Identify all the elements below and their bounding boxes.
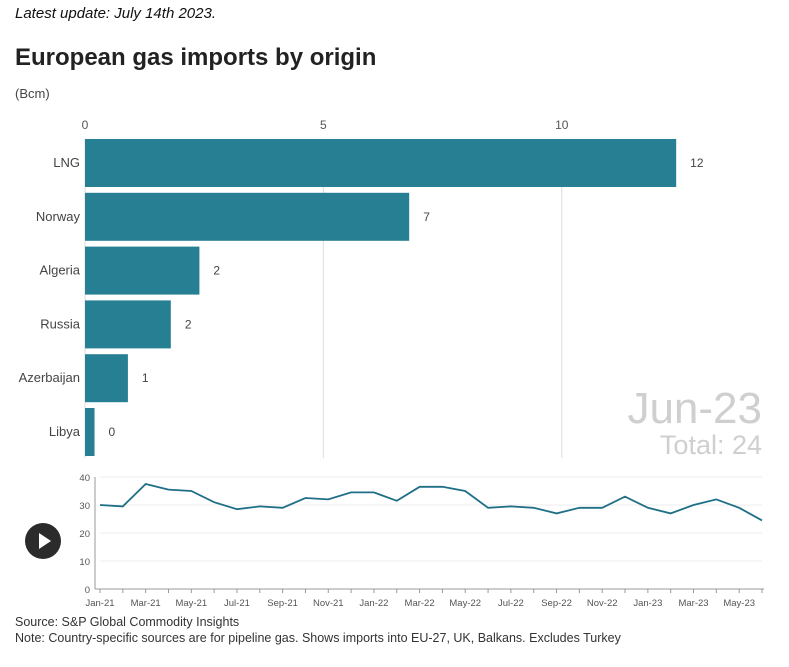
bar-libya[interactable]	[85, 408, 95, 456]
bar-x-tick-label: 5	[320, 118, 327, 132]
timeline-x-tick-label: May-22	[449, 598, 481, 609]
footnote: Note: Country-specific sources are for p…	[15, 631, 621, 645]
bar-category-label: Norway	[36, 209, 81, 224]
bar-x-ticks: 0 5 10	[82, 118, 569, 132]
bar-gridlines	[84, 139, 563, 458]
bar-value-label: 0	[109, 425, 116, 439]
source-note: Source: S&P Global Commodity Insights	[15, 615, 240, 629]
bar-norway[interactable]	[85, 192, 410, 241]
timeline-x-tick-label: Mar-21	[131, 598, 161, 609]
unit-label: (Bcm)	[15, 86, 50, 101]
bar-value-label: 2	[213, 264, 220, 278]
timeline-x-tick-label: Nov-21	[313, 598, 344, 609]
chart-title: European gas imports by origin	[15, 44, 377, 71]
timeline-x-tick-label: Jan-22	[359, 598, 388, 609]
timeline-y-tick-label: 20	[79, 529, 90, 540]
bar-algeria[interactable]	[85, 246, 200, 295]
timeline-x-tick-label: Sep-22	[541, 598, 572, 609]
timeline-y-tick-label: 30	[79, 501, 90, 512]
bar-series: LNG 12 Norway 7 Algeria 2 Russia 2 Azerbaijan 1 Li…	[19, 139, 704, 456]
timeline-x-tick-label: Sep-21	[267, 598, 298, 609]
timeline-x-tick-label: Jan-21	[85, 598, 114, 609]
bar-value-label: 12	[690, 156, 704, 170]
bar-value-label: 2	[185, 317, 192, 331]
bar-category-label: LNG	[53, 155, 80, 170]
timeline-x-tick-label: Nov-22	[587, 598, 618, 609]
bar-category-label: Algeria	[40, 263, 81, 278]
bar-category-label: Russia	[40, 316, 81, 331]
timeline-y-tick-label: 0	[85, 585, 90, 596]
bar-value-label: 7	[423, 210, 430, 224]
bar-x-tick-label: 10	[555, 118, 569, 132]
bar-russia[interactable]	[85, 300, 171, 349]
timeline-axes: 0 10 20 30 40 Jan-21 Mar-21 May-21 Jul-21 Sep-21 N…	[79, 473, 764, 609]
bar-category-label: Libya	[49, 424, 81, 439]
timeline-x-tick-label: Jul-21	[224, 598, 250, 609]
period-label: Jun-23	[627, 384, 762, 433]
bar-category-label: Azerbaijan	[19, 370, 80, 385]
timeline-y-tick-label: 40	[79, 473, 90, 484]
timeline-x-tick-label: Jul-22	[498, 598, 524, 609]
bar-x-tick-label: 0	[82, 118, 89, 132]
chart-footer: Source: S&P Global Commodity Insights No…	[15, 614, 621, 646]
timeline-series-line	[99, 483, 763, 522]
period-total: Total: 24	[660, 430, 762, 460]
bar-value-label: 1	[142, 371, 149, 385]
timeline-x-tick-label: Jan-23	[633, 598, 662, 609]
play-button[interactable]	[25, 523, 61, 559]
timeline-x-tick-label: Mar-23	[678, 598, 708, 609]
latest-update-note: Latest update: July 14th 2023.	[15, 5, 216, 22]
timeline-x-tick-label: May-23	[723, 598, 755, 609]
timeline-y-tick-label: 10	[79, 557, 90, 568]
bar-lng[interactable]	[85, 139, 677, 187]
timeline-x-tick-label: May-21	[175, 598, 207, 609]
timeline-gridlines	[100, 476, 762, 590]
bar-azerbaijan[interactable]	[85, 354, 128, 403]
play-icon	[39, 533, 51, 549]
timeline-x-tick-label: Mar-22	[405, 598, 435, 609]
